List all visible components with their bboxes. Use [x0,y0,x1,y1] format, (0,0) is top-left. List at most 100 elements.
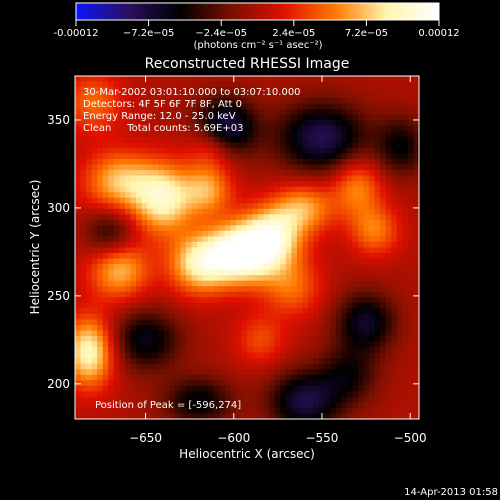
heatmap-cell [174,253,182,260]
heatmap-cell [102,131,109,138]
heatmap-cell [296,341,304,348]
heatmap-cell [202,147,209,155]
heatmap-cell [213,336,220,343]
heatmap-cell [396,92,403,99]
heatmap-cell [108,76,115,83]
heatmap-cell [141,131,148,138]
heatmap-cell [213,269,220,276]
heatmap-cell [174,358,182,365]
heatmap-cell [258,158,265,166]
heatmap-cell [136,308,143,315]
heatmap-cell [374,103,381,110]
heatmap-cell [274,253,281,260]
heatmap-cell [224,358,231,365]
heatmap-cell [185,275,193,282]
heatmap-cell [352,158,359,166]
heatmap-cell [308,302,315,309]
heatmap-cell [263,269,270,276]
heatmap-cell [402,109,409,116]
heatmap-cell [113,385,120,392]
heatmap-cell [224,219,231,226]
heatmap-cell [413,175,419,182]
heatmap-cell [169,164,176,171]
heatmap-cell [136,98,143,105]
heatmap-cell [302,208,309,215]
heatmap-cell [75,324,82,332]
heatmap-cell [280,391,287,398]
heatmap-cell [119,109,126,116]
heatmap-cell [202,391,209,398]
heatmap-cell [119,407,126,415]
heatmap-cell [147,280,154,287]
heatmap-cell [374,181,381,188]
heatmap-cell [224,336,231,343]
heatmap-cell [407,208,415,215]
heatmap-cell [413,391,419,398]
heatmap-cell [291,264,298,271]
heatmap-cell [224,203,231,210]
heatmap-cell [219,131,226,138]
heatmap-cell [330,347,337,354]
heatmap-cell [169,358,176,365]
heatmap-cell [385,181,392,188]
heatmap-cell [324,319,331,326]
heatmap-cell [324,363,331,370]
heatmap-cell [302,225,309,232]
heatmap-cell [369,302,376,309]
heatmap-cell [269,396,276,403]
heatmap-cell [357,214,365,221]
heatmap-cell [285,192,292,199]
heatmap-cell [119,363,126,370]
heatmap-cell [324,341,331,348]
heatmap-cell [352,385,359,392]
heatmap-cell [413,181,419,188]
heatmap-cell [80,197,87,204]
heatmap-cell [174,98,182,105]
heatmap-cell [247,258,254,265]
heatmap-cell [136,302,143,309]
heatmap-cell [130,369,137,376]
heatmap-cell [75,131,82,138]
heatmap-cell [357,192,365,199]
heatmap-cell [224,247,231,254]
heatmap-cell [224,291,231,298]
heatmap-cell [313,336,320,343]
heatmap-cell [413,330,419,337]
heatmap-cell [269,264,276,271]
heatmap-cell [230,352,237,359]
heatmap-cell [369,319,376,326]
heatmap-cell [224,120,231,127]
heatmap-cell [163,241,170,249]
heatmap-cell [252,153,259,160]
heatmap-cell [335,120,342,127]
heatmap-cell [302,181,309,188]
heatmap-cell [352,236,359,243]
heatmap-cell [308,247,315,254]
heatmap-cell [130,253,137,260]
heatmap-cell [258,269,265,276]
heatmap-cell [402,269,409,276]
heatmap-cell [324,347,331,354]
heatmap-cell [124,186,132,193]
heatmap-cell [269,76,276,83]
heatmap-cell [152,214,159,221]
heatmap-cell [191,319,198,326]
heatmap-cell [219,358,226,365]
heatmap-cell [335,92,342,99]
heatmap-cell [124,225,132,232]
heatmap-cell [102,214,109,221]
heatmap-cell [269,181,276,188]
heatmap-cell [169,286,176,293]
heatmap-cell [413,324,419,332]
heatmap-cell [91,380,98,387]
heatmap-cell [285,391,292,398]
heatmap-cell [91,280,98,287]
heatmap-cell [97,87,104,94]
heatmap-cell [296,170,304,177]
heatmap-cell [385,170,392,177]
heatmap-cell [341,302,348,309]
heatmap-cell [235,291,243,298]
heatmap-cell [230,131,237,138]
heatmap-cell [235,258,243,265]
heatmap-cell [185,186,193,193]
